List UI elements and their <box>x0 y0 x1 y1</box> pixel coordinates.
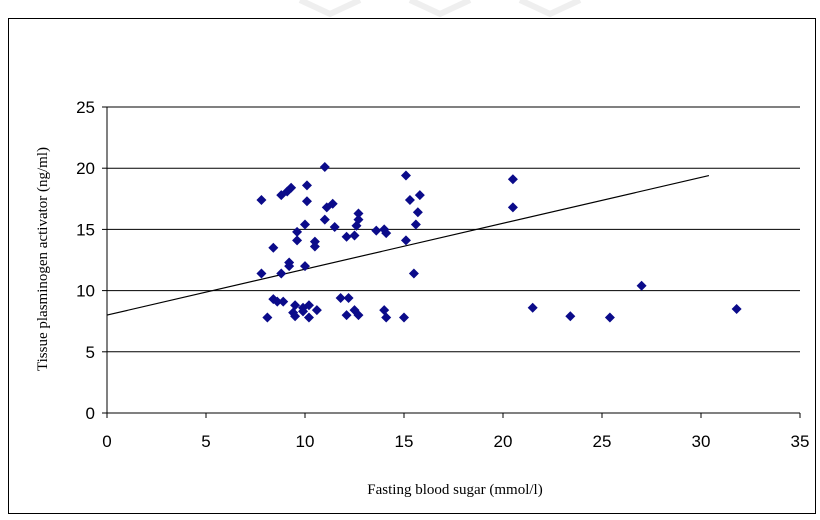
data-point-22 <box>301 180 312 191</box>
x-tick-label-3: 15 <box>395 432 414 451</box>
data-point-62 <box>636 280 647 291</box>
data-point-55 <box>412 207 423 218</box>
data-point-8 <box>278 296 289 307</box>
data-point-14 <box>290 300 301 311</box>
x-tick-label-2: 10 <box>296 432 315 451</box>
data-point-33 <box>329 221 340 232</box>
data-point-35 <box>341 231 352 242</box>
data-point-27 <box>309 241 320 252</box>
x-tick-label-0: 0 <box>102 432 111 451</box>
data-point-3 <box>268 242 279 253</box>
x-tick-label-1: 5 <box>201 432 210 451</box>
y-tick-label-5: 25 <box>76 98 95 117</box>
data-point-44 <box>371 225 382 236</box>
data-point-23 <box>301 196 312 207</box>
data-point-47 <box>381 228 392 239</box>
data-point-53 <box>408 268 419 279</box>
data-point-30 <box>319 214 330 225</box>
y-tick-label-2: 10 <box>76 282 95 301</box>
x-tick-label-5: 25 <box>593 432 612 451</box>
data-point-42 <box>353 214 364 225</box>
data-points <box>256 161 742 323</box>
data-point-41 <box>353 208 364 219</box>
data-point-36 <box>341 310 352 321</box>
chart-frame <box>8 18 816 514</box>
watermark <box>0 0 820 20</box>
y-tick-labels: 0 5 10 15 20 25 <box>76 98 95 423</box>
x-axis-title: Fasting blood sugar (mmol/l) <box>367 482 542 498</box>
y-tick-label-0: 0 <box>86 404 95 423</box>
data-point-43 <box>353 310 364 321</box>
data-point-11 <box>284 261 295 272</box>
x-tick-label-6: 30 <box>692 432 711 451</box>
data-point-63 <box>731 303 742 314</box>
data-point-2 <box>262 312 273 323</box>
data-point-56 <box>414 190 425 201</box>
data-point-0 <box>256 195 267 206</box>
data-point-32 <box>327 198 338 209</box>
watermark-shapes <box>298 0 582 18</box>
y-tick-label-1: 5 <box>86 343 95 362</box>
x-tick-label-4: 20 <box>494 432 513 451</box>
data-point-46 <box>379 305 390 316</box>
data-point-37 <box>343 292 354 303</box>
x-tick-labels: 0 5 10 15 20 25 30 35 <box>102 432 809 451</box>
axes <box>102 106 801 418</box>
data-point-38 <box>349 230 360 241</box>
trendline <box>106 174 710 316</box>
data-point-6 <box>276 268 287 279</box>
gridlines <box>107 106 800 353</box>
x-tick-label-7: 35 <box>791 432 810 451</box>
data-point-15 <box>290 311 301 322</box>
data-point-52 <box>404 195 415 206</box>
data-point-49 <box>399 312 409 323</box>
data-point-17 <box>292 226 303 237</box>
data-point-50 <box>400 170 411 181</box>
data-point-5 <box>272 296 283 307</box>
data-point-1 <box>256 268 267 279</box>
data-point-58 <box>507 202 518 213</box>
data-point-60 <box>565 311 576 322</box>
data-point-20 <box>300 261 310 272</box>
data-point-34 <box>335 292 346 303</box>
data-point-48 <box>381 312 392 323</box>
data-point-29 <box>319 161 330 172</box>
trendline-group <box>106 174 710 316</box>
data-point-61 <box>604 312 615 323</box>
data-point-54 <box>410 219 421 230</box>
data-point-25 <box>303 312 314 323</box>
y-tick-label-3: 15 <box>76 220 95 239</box>
data-point-57 <box>507 174 518 185</box>
data-point-24 <box>303 300 314 311</box>
data-point-28 <box>311 305 322 316</box>
data-point-51 <box>400 235 411 246</box>
data-point-59 <box>527 302 538 313</box>
y-axis-title: Tissue plasminogen activator (ng/ml) <box>35 147 51 371</box>
y-tick-label-4: 20 <box>76 159 95 178</box>
data-point-12 <box>286 182 297 193</box>
data-point-16 <box>292 235 303 246</box>
data-point-21 <box>300 219 310 230</box>
